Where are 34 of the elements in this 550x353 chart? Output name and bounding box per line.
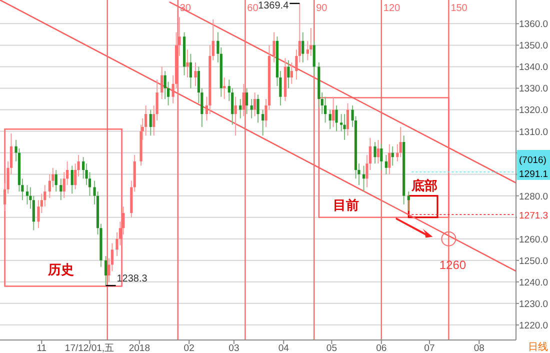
y-tick-label: 1360.0	[519, 19, 548, 30]
ref-line-label: 1291.1	[519, 168, 548, 180]
x-tick-label: 02	[184, 343, 194, 353]
ref-line-label: 1271.3	[519, 210, 548, 222]
x-tick-label: 11	[36, 343, 47, 353]
ref-line-label: 60	[247, 3, 259, 14]
y-tick-label: 1220.0	[519, 320, 548, 332]
annotation: 底部	[410, 178, 438, 194]
x-tick-label: 2018	[128, 343, 150, 353]
x-tick-label: 08	[474, 343, 484, 353]
y-tick-label: 1350.0	[519, 40, 548, 52]
y-tick-label: 1340.0	[519, 62, 548, 74]
text: (7016)	[519, 154, 546, 166]
ref-line-label: 90	[316, 3, 328, 14]
annotation: 目前	[333, 197, 360, 212]
y-tick-label: 1330.0	[519, 84, 548, 95]
x-tick-label: 17/12/01,五	[64, 343, 115, 353]
y-tick-label: 1250.0	[519, 256, 548, 267]
y-tick-label: 1240.0	[519, 277, 548, 288]
x-tick-label: 05	[326, 343, 338, 353]
y-tick-label: 1310.0	[519, 126, 548, 138]
x-tick-label: 06	[376, 343, 387, 353]
x-tick-label: 03	[228, 343, 240, 353]
annotation: 1369.4	[258, 0, 290, 12]
text: 日线	[528, 341, 548, 353]
y-tick-label: 1320.0	[519, 105, 548, 116]
x-tick-label: 04	[278, 343, 289, 353]
ref-line-label: 150	[450, 3, 468, 14]
y-tick-label: 1280.0	[519, 191, 548, 202]
ref-line-label: 120	[383, 3, 401, 14]
annotation: 历史	[46, 262, 74, 277]
x-tick-label: 07	[424, 343, 435, 353]
y-tick-label: 1260.0	[519, 234, 548, 246]
y-tick-label: 1230.0	[519, 298, 548, 310]
